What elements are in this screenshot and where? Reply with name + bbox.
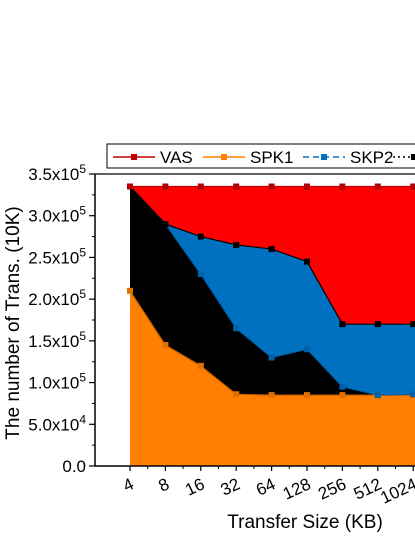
x-tick-label: 256 [315, 474, 349, 503]
data-point-skp2 [304, 346, 310, 353]
data-point-vas [197, 183, 204, 190]
legend-marker [221, 154, 227, 160]
data-point-black [339, 321, 346, 328]
legend-label: SKP2 [350, 148, 393, 167]
data-point-vas [410, 183, 415, 190]
x-tick-labels: 4816326412825651210242 [120, 474, 415, 507]
legend-label: VAS [160, 148, 193, 167]
y-axis-title: The number of Trans. (10K) [3, 206, 24, 439]
data-point-black [410, 321, 415, 328]
data-point-skp2 [374, 392, 381, 399]
data-point-black [197, 233, 204, 240]
data-point-skp2 [339, 383, 346, 390]
y-tick-label: 1.0x105 [28, 371, 86, 393]
data-point-spk1 [233, 391, 240, 398]
y-tick-label: 3.5x105 [28, 162, 86, 184]
data-point-vas [162, 183, 169, 190]
area-black-band [130, 186, 415, 396]
area-spk1 [130, 290, 415, 466]
data-point-vas [304, 183, 310, 190]
series-line-skp2 [129, 186, 415, 396]
data-point-vas [374, 183, 381, 190]
y-tick-label: 0.0 [62, 457, 86, 476]
data-point-vas [233, 183, 240, 190]
x-tick-label: 128 [280, 474, 314, 503]
data-point-spk1 [268, 392, 275, 399]
data-point-spk1 [162, 342, 169, 349]
data-point-spk1 [127, 287, 133, 294]
legend-box [106, 143, 415, 169]
y-tick-label: 1.5x105 [28, 329, 86, 351]
data-point-vas [268, 183, 275, 190]
data-point-vas [339, 183, 346, 190]
series-markers [127, 183, 415, 399]
y-tick-label: 2.0x105 [28, 287, 86, 309]
x-tick-label: 64 [253, 474, 278, 499]
x-tick-label: 8 [155, 474, 172, 495]
series-lines [129, 185, 415, 396]
data-point-skp2 [233, 325, 240, 332]
data-point-black [268, 246, 275, 253]
legend-marker [321, 154, 327, 160]
y-tick-label: 2.5x105 [28, 245, 86, 267]
data-point-skp2 [410, 391, 415, 398]
plot-areas [130, 186, 415, 466]
legend-marker [131, 154, 137, 160]
data-point-spk1 [304, 392, 310, 399]
data-point-black [162, 221, 169, 228]
data-point-black [374, 321, 381, 328]
data-point-skp2 [268, 354, 275, 361]
y-tick-label: 5.0x104 [28, 412, 86, 434]
x-tick-label: 32 [218, 474, 243, 499]
data-point-black [233, 241, 240, 248]
data-point-black [304, 258, 310, 265]
legend: VAS SPK1 SKP2 [106, 143, 415, 169]
axes [89, 173, 415, 471]
y-tick-label: 3.0x105 [28, 204, 86, 226]
legend-label: SPK1 [250, 148, 293, 167]
series-line-black [129, 186, 415, 325]
data-point-skp2 [197, 271, 204, 278]
data-point-spk1 [197, 362, 204, 369]
legend-marker [411, 154, 415, 160]
area-vas-band [130, 186, 415, 325]
x-tick-label: 4 [120, 474, 137, 495]
y-tick-labels: 0.0 5.0x104 1.0x105 1.5x105 2.0x105 2.5x105 3.… [28, 162, 86, 476]
x-axis-title: Transfer Size (KB) [227, 512, 383, 533]
x-tick-label: 1024 [378, 474, 415, 507]
data-point-vas [127, 183, 133, 190]
data-point-spk1 [339, 392, 346, 399]
x-tick-label: 16 [182, 474, 207, 499]
